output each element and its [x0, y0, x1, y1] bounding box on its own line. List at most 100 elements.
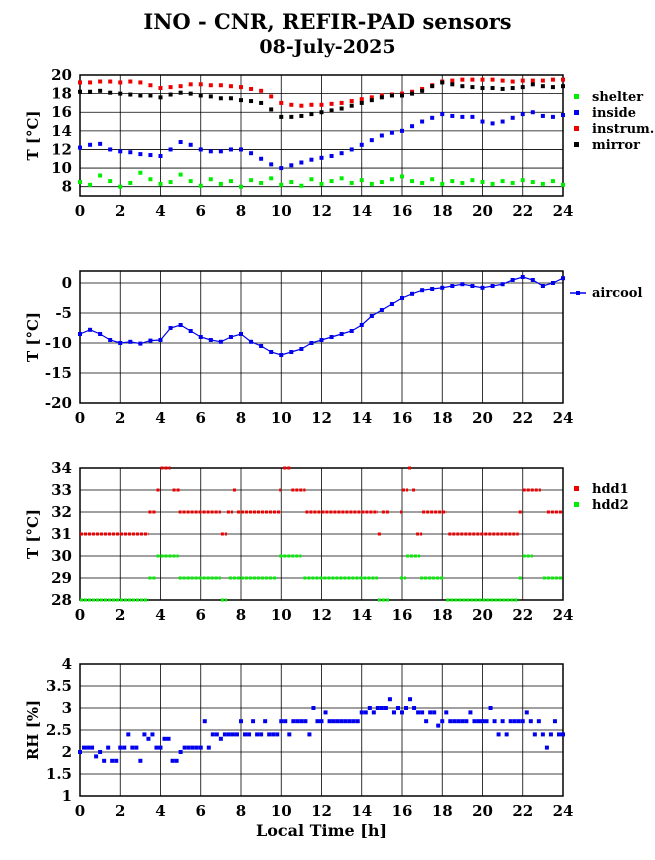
data-point	[480, 119, 485, 124]
y-tick-label: 10	[51, 159, 72, 177]
data-point	[524, 710, 529, 715]
data-point	[279, 182, 284, 187]
data-point	[269, 350, 274, 354]
data-point	[186, 745, 191, 750]
data-point	[410, 179, 415, 184]
legend-label: hdd1	[592, 482, 629, 497]
x-tick-label: 0	[75, 202, 85, 220]
y-tick-label: 33	[51, 481, 72, 499]
legend-marker	[574, 94, 579, 99]
data-point	[470, 85, 475, 90]
chart-panel-4	[78, 663, 565, 797]
data-point	[122, 745, 127, 750]
data-point	[168, 85, 173, 90]
data-point	[349, 329, 354, 333]
data-point	[287, 732, 292, 737]
data-point	[98, 141, 103, 146]
data-point	[291, 719, 296, 724]
x-tick-label: 20	[472, 409, 493, 427]
data-point	[130, 745, 135, 750]
data-point	[249, 339, 254, 344]
data-point	[520, 112, 525, 117]
data-point	[408, 697, 413, 702]
figure-date: 08-July-2025	[259, 36, 396, 58]
data-point	[500, 179, 505, 184]
y-tick-label: 1	[62, 787, 72, 805]
data-point	[428, 710, 433, 715]
data-point	[128, 92, 133, 97]
data-point	[275, 732, 280, 737]
data-point	[430, 287, 435, 291]
series-hdd1	[80, 466, 563, 536]
data-point	[520, 719, 525, 724]
data-point	[528, 719, 533, 724]
data-point	[168, 92, 173, 97]
data-point	[450, 284, 455, 288]
data-point	[88, 327, 93, 332]
data-point	[228, 84, 233, 89]
data-point	[243, 732, 248, 737]
data-point	[239, 147, 243, 152]
data-point	[359, 100, 364, 105]
data-point	[369, 138, 374, 143]
data-point	[128, 150, 133, 155]
data-point	[78, 145, 82, 150]
data-point	[218, 181, 223, 186]
data-point	[329, 179, 334, 184]
data-point	[430, 177, 435, 182]
data-point	[94, 754, 99, 759]
x-tick-label: 2	[115, 409, 125, 427]
data-point	[480, 719, 485, 724]
data-point	[251, 719, 256, 724]
data-point	[460, 84, 465, 89]
data-point	[323, 710, 328, 715]
data-point	[228, 147, 233, 152]
data-point	[430, 84, 435, 89]
data-point	[420, 180, 425, 185]
x-tick-label: 10	[271, 202, 292, 220]
data-point	[178, 84, 183, 89]
data-point	[239, 85, 243, 90]
x-tick-label: 22	[512, 606, 533, 624]
data-point	[359, 710, 364, 715]
data-point	[128, 339, 133, 344]
series-shelter	[78, 170, 565, 189]
data-point	[198, 745, 203, 750]
data-point	[379, 180, 384, 185]
data-point	[146, 736, 151, 741]
data-point	[150, 732, 155, 737]
data-point	[162, 736, 167, 741]
data-point	[283, 719, 288, 724]
x-tick-label: 6	[196, 409, 206, 427]
data-point	[88, 89, 93, 94]
data-point	[168, 180, 173, 185]
data-point	[450, 82, 455, 87]
data-point	[88, 142, 93, 147]
x-tick-label: 12	[311, 409, 332, 427]
data-point	[309, 177, 314, 182]
legend-marker	[574, 486, 579, 491]
data-point	[520, 275, 525, 279]
data-point	[279, 114, 284, 119]
chart-panel-3	[79, 466, 579, 602]
data-point	[424, 719, 429, 724]
data-point	[530, 278, 535, 282]
data-point	[148, 93, 153, 98]
data-point	[468, 710, 473, 715]
data-point	[540, 84, 545, 89]
data-point	[339, 100, 344, 105]
data-point	[279, 166, 284, 171]
data-point	[379, 308, 384, 312]
data-point	[108, 90, 113, 95]
data-point	[420, 288, 425, 293]
legend-label: mirror	[592, 138, 640, 153]
data-point	[460, 282, 465, 287]
data-point	[400, 296, 404, 300]
data-point	[329, 153, 334, 158]
data-point	[239, 332, 243, 336]
data-point	[210, 732, 215, 737]
data-point	[460, 77, 465, 82]
data-point	[108, 338, 113, 342]
